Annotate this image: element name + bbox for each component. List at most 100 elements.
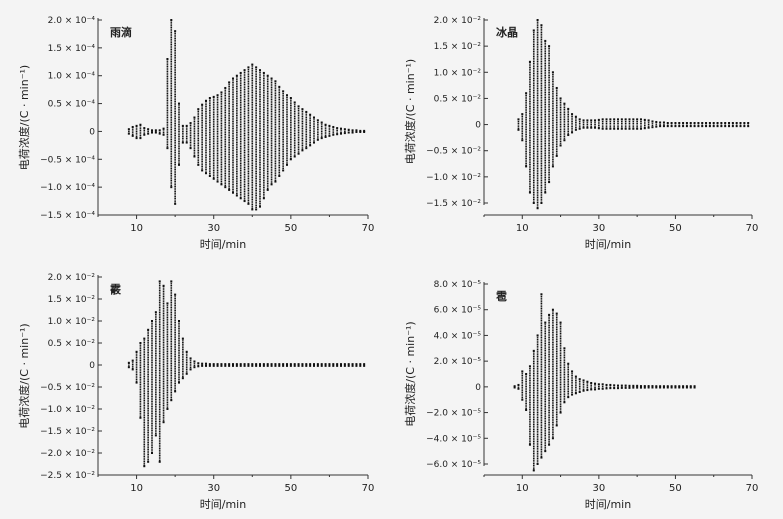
data-point-max — [747, 122, 750, 125]
data-point-min — [185, 141, 188, 144]
data-point-min — [597, 127, 600, 130]
data-point-min — [247, 202, 250, 205]
chart-panel-2: 2.0 × 10⁻² 1.5 × 10⁻² 1.0 × 10⁻² 0.5 × 10⁻²… — [403, 16, 758, 251]
data-point-max — [343, 128, 346, 131]
data-point-max — [239, 363, 242, 366]
y-tick-label: 2.0 × 10⁻² — [48, 273, 96, 283]
data-point-max — [685, 122, 688, 125]
data-point-min — [282, 169, 285, 172]
data-point-min — [735, 125, 738, 128]
data-point-max — [154, 311, 157, 314]
data-point-min — [158, 460, 161, 463]
data-point-max — [574, 375, 577, 378]
data-point-min — [262, 364, 265, 367]
data-point-max — [351, 129, 354, 132]
data-point-max — [651, 385, 654, 388]
data-point-max — [617, 384, 619, 387]
data-point-max — [309, 113, 312, 116]
data-point-max — [528, 365, 531, 368]
data-point-max — [731, 122, 734, 125]
data-point-min — [559, 411, 562, 414]
data-point-max — [605, 383, 608, 386]
data-point-max — [212, 95, 215, 98]
chart-panel-3: 2.0 × 10⁻² 1.5 × 10⁻² 1.0 × 10⁻² 0.5 × 10⁻²… — [17, 273, 374, 511]
chart-panel-4: 8.0 × 10⁻⁵ 6.0 × 10⁻⁵ 4.0 × 10⁻⁵ 2.0 × 10⁻⁵… — [403, 280, 758, 511]
y-tick-label: 1.5 × 10⁻² — [48, 295, 96, 305]
data-point-max — [224, 86, 227, 89]
x-tick-label: 50 — [669, 223, 682, 234]
data-point-min — [613, 127, 616, 130]
data-point-max — [620, 118, 623, 121]
data-point-max — [347, 128, 350, 131]
data-point-min — [208, 175, 211, 177]
data-point-max — [185, 124, 188, 127]
data-point-min — [728, 125, 731, 128]
data-point-min — [605, 127, 608, 130]
x-axis-title: 时间/min — [585, 498, 631, 511]
data-point-min — [655, 125, 658, 128]
data-point-max — [324, 123, 327, 126]
data-point-max — [525, 92, 528, 95]
data-point-min — [216, 364, 219, 367]
y-axis-title: 电荷浓度/(C · min⁻¹) — [403, 321, 417, 426]
data-point-min — [201, 364, 204, 367]
data-point-max — [548, 313, 551, 316]
data-point-min — [532, 202, 535, 204]
data-point-max — [359, 129, 362, 132]
data-point-max — [697, 122, 700, 125]
data-point-min — [617, 127, 619, 130]
data-point-min — [309, 144, 312, 147]
data-point-min — [297, 364, 300, 367]
data-point-min — [247, 364, 250, 367]
x-tick-label: 30 — [592, 223, 605, 234]
data-point-min — [135, 381, 138, 384]
data-point-max — [278, 363, 281, 366]
data-point-max — [336, 127, 339, 130]
data-point-min — [666, 386, 669, 389]
data-point-min — [282, 364, 285, 367]
data-point-min — [624, 386, 627, 389]
data-point-max — [651, 120, 654, 123]
data-point-min — [682, 386, 685, 389]
data-point-min — [624, 127, 627, 130]
data-point-min — [278, 175, 281, 177]
data-point-max — [262, 363, 265, 366]
data-point-min — [193, 155, 196, 158]
data-point-min — [332, 133, 335, 136]
data-point-max — [620, 384, 623, 387]
data-point-min — [274, 180, 277, 183]
data-point-min — [693, 125, 696, 128]
data-point-max — [639, 385, 642, 388]
data-point-min — [601, 127, 604, 130]
data-point-min — [528, 443, 531, 446]
data-point-max — [582, 379, 585, 382]
data-point-max — [586, 380, 589, 383]
data-point-min — [532, 469, 535, 472]
y-tick-label: −0.5 × 10⁻⁴ — [40, 155, 95, 165]
data-point-max — [355, 363, 358, 366]
data-point-min — [309, 364, 312, 367]
data-point-min — [127, 366, 130, 369]
data-point-max — [251, 63, 254, 66]
data-point-max — [139, 342, 142, 344]
data-point-min — [659, 386, 662, 389]
data-point-min — [293, 364, 296, 367]
x-tick-label: 10 — [130, 483, 143, 494]
data-point-min — [224, 186, 227, 189]
y-tick-label: −2.0 × 10⁻² — [40, 449, 95, 459]
data-point-max — [131, 359, 134, 362]
data-point-max — [259, 69, 261, 72]
data-point-max — [666, 385, 669, 388]
data-point-min — [678, 125, 681, 128]
data-point-max — [662, 385, 665, 388]
data-point-min — [636, 127, 639, 130]
data-point-max — [151, 129, 153, 132]
data-point-min — [278, 364, 281, 367]
data-point-min — [147, 460, 150, 463]
data-point-min — [270, 364, 273, 367]
data-point-min — [689, 125, 692, 128]
y-tick-label: 0 — [475, 383, 481, 393]
data-point-min — [513, 386, 516, 389]
data-point-max — [363, 129, 366, 132]
data-point-max — [181, 337, 184, 340]
